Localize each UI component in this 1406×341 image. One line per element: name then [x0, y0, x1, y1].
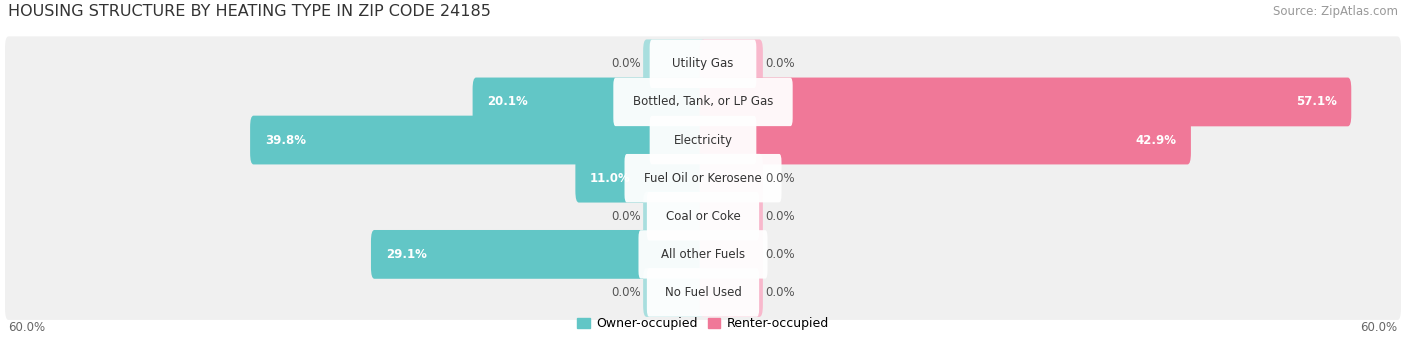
FancyBboxPatch shape [700, 268, 763, 317]
Legend: Owner-occupied, Renter-occupied: Owner-occupied, Renter-occupied [572, 312, 834, 335]
Text: 57.1%: 57.1% [1296, 95, 1337, 108]
FancyBboxPatch shape [6, 151, 1400, 206]
FancyBboxPatch shape [650, 40, 756, 88]
Text: All other Fuels: All other Fuels [661, 248, 745, 261]
FancyBboxPatch shape [700, 77, 1351, 126]
FancyBboxPatch shape [700, 192, 763, 241]
FancyBboxPatch shape [371, 230, 706, 279]
FancyBboxPatch shape [647, 268, 759, 317]
FancyBboxPatch shape [700, 116, 1191, 164]
FancyBboxPatch shape [624, 154, 782, 202]
Text: 0.0%: 0.0% [612, 286, 641, 299]
FancyBboxPatch shape [643, 40, 706, 88]
Text: 11.0%: 11.0% [591, 172, 631, 185]
FancyBboxPatch shape [575, 154, 706, 203]
FancyBboxPatch shape [643, 192, 706, 241]
FancyBboxPatch shape [6, 265, 1400, 320]
Text: 0.0%: 0.0% [612, 210, 641, 223]
FancyBboxPatch shape [6, 74, 1400, 129]
FancyBboxPatch shape [250, 116, 706, 164]
Text: 29.1%: 29.1% [385, 248, 426, 261]
FancyBboxPatch shape [613, 78, 793, 126]
FancyBboxPatch shape [6, 189, 1400, 244]
Text: Coal or Coke: Coal or Coke [665, 210, 741, 223]
Text: HOUSING STRUCTURE BY HEATING TYPE IN ZIP CODE 24185: HOUSING STRUCTURE BY HEATING TYPE IN ZIP… [8, 4, 491, 19]
Text: 20.1%: 20.1% [488, 95, 529, 108]
Text: 0.0%: 0.0% [765, 210, 794, 223]
FancyBboxPatch shape [6, 113, 1400, 167]
Text: 39.8%: 39.8% [264, 134, 305, 147]
Text: 0.0%: 0.0% [765, 248, 794, 261]
FancyBboxPatch shape [638, 230, 768, 279]
Text: 60.0%: 60.0% [1361, 321, 1398, 334]
Text: 0.0%: 0.0% [765, 57, 794, 70]
Text: 42.9%: 42.9% [1135, 134, 1177, 147]
Text: 0.0%: 0.0% [765, 172, 794, 185]
FancyBboxPatch shape [700, 40, 763, 88]
FancyBboxPatch shape [643, 268, 706, 317]
Text: 0.0%: 0.0% [765, 286, 794, 299]
Text: Source: ZipAtlas.com: Source: ZipAtlas.com [1272, 5, 1398, 18]
Text: Bottled, Tank, or LP Gas: Bottled, Tank, or LP Gas [633, 95, 773, 108]
FancyBboxPatch shape [700, 230, 763, 279]
FancyBboxPatch shape [700, 154, 763, 203]
FancyBboxPatch shape [6, 227, 1400, 282]
FancyBboxPatch shape [650, 116, 756, 164]
Text: 0.0%: 0.0% [612, 57, 641, 70]
FancyBboxPatch shape [647, 192, 759, 240]
Text: Electricity: Electricity [673, 134, 733, 147]
Text: 60.0%: 60.0% [8, 321, 45, 334]
FancyBboxPatch shape [6, 36, 1400, 91]
Text: Fuel Oil or Kerosene: Fuel Oil or Kerosene [644, 172, 762, 185]
FancyBboxPatch shape [472, 77, 706, 126]
Text: No Fuel Used: No Fuel Used [665, 286, 741, 299]
Text: Utility Gas: Utility Gas [672, 57, 734, 70]
